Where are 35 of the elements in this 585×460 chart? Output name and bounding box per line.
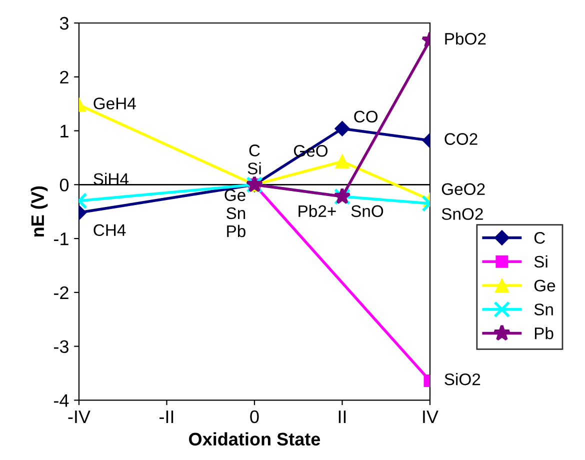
annotation: Pb2+ — [298, 204, 336, 218]
annotation: GeH4 — [94, 98, 136, 110]
annotation: C — [249, 144, 260, 156]
y-tick-label: -1 — [54, 232, 68, 246]
annotation: Ge — [224, 189, 246, 202]
annotation: Sn — [226, 207, 246, 220]
annotation: CO2 — [444, 133, 478, 145]
annotation: GeO2 — [442, 183, 485, 196]
y-tick-label: 1 — [60, 124, 68, 138]
legend-label: Pb — [534, 327, 554, 340]
legend-label: C — [534, 232, 545, 244]
annotation: PbO2 — [445, 32, 486, 45]
annotation: CO — [354, 110, 378, 123]
annotation: SnO2 — [442, 208, 483, 220]
annotation: Pb — [227, 224, 246, 238]
y-tick-label: -2 — [54, 286, 68, 299]
x-tick-label: IV — [423, 410, 438, 424]
x-tick-label: II — [338, 410, 346, 424]
annotation: Si — [248, 162, 261, 174]
annotation: SnO — [351, 205, 384, 218]
x-tick-label: -IV — [68, 410, 90, 424]
annotation: SiO2 — [444, 373, 480, 386]
y-tick-label: 0 — [60, 178, 69, 192]
x-tick-label: -II — [160, 410, 174, 424]
legend-label: Sn — [534, 304, 553, 316]
legend-label: Ge — [534, 280, 556, 292]
legend-label: Si — [534, 255, 548, 268]
y-tick-label: 2 — [60, 70, 68, 84]
annotation: CH4 — [94, 224, 126, 236]
y-tick-label: -4 — [54, 394, 69, 407]
y-tick-label: 3 — [60, 16, 68, 30]
y-axis-title: nE (V) — [30, 186, 48, 236]
y-tick-label: -3 — [54, 340, 68, 354]
x-axis-title: Oxidation State — [189, 432, 320, 446]
x-tick-label: 0 — [250, 410, 259, 424]
